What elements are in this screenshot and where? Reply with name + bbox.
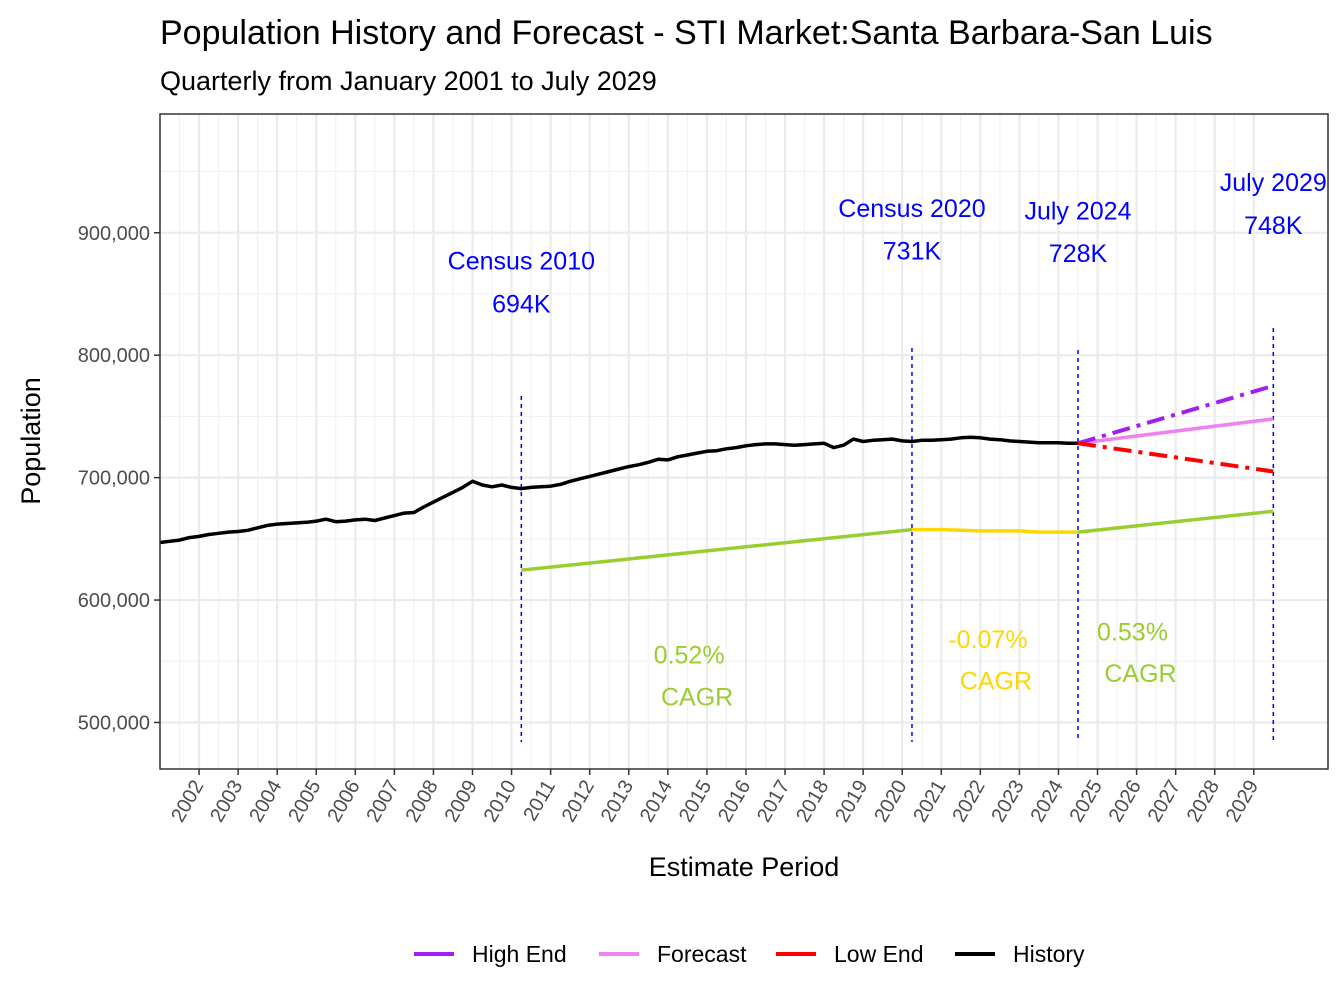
x-tick-label: 2017 [753,777,794,827]
legend: High End Forecast Low End History [414,941,1085,967]
x-tick-label: 2026 [1105,777,1146,827]
x-tick-label: 2010 [480,777,521,827]
x-tick-label: 2028 [1183,777,1224,827]
gridlines [160,114,1328,769]
legend-label: High End [472,941,567,967]
x-tick-label: 2014 [636,777,677,827]
x-tick-label: 2009 [441,777,482,827]
series-line-forecast [1077,417,1274,446]
annotation-label: July 2029 [1220,169,1327,197]
series-line-low-end [1077,441,1274,474]
legend-label: Forecast [657,941,747,967]
x-tick-label: 2011 [519,777,560,825]
x-tick-label: 2003 [206,777,247,827]
series-lines [159,383,1274,572]
cagr-percent: -0.07% [948,626,1027,654]
y-tick-label: 600,000 [78,590,150,612]
x-tick-label: 2012 [558,777,599,827]
series-line-cagr-2024-2029 [1077,509,1274,534]
legend-label: Low End [834,941,924,967]
x-tick-label: 2006 [323,777,364,827]
series-line-cagr-2020-2024 [912,527,1078,534]
x-tick-label: 2013 [597,777,638,827]
x-tick-label: 2002 [167,777,208,827]
x-tick-label: 2025 [1066,777,1107,827]
x-tick-label: 2004 [245,777,286,827]
x-tick-label: 2023 [987,777,1028,827]
cagr-word: CAGR [661,683,733,711]
y-axis-label: Population [16,377,46,505]
annotation-label: Census 2020 [838,195,985,223]
x-tick-label: 2007 [362,777,403,827]
cagr-word: CAGR [1104,660,1176,688]
annotation-label: Census 2010 [448,247,595,275]
x-tick-label: 2018 [792,777,833,827]
y-tick-label: 900,000 [78,223,150,245]
x-tick-label: 2019 [831,777,872,827]
series-line-history [159,435,1078,545]
y-axis-ticks: 500,000 600,000 700,000 800,000 900,000 [78,223,160,734]
x-tick-label: 2027 [1144,777,1185,827]
x-tick-label: 2008 [401,777,442,827]
series-line-high-end [1077,383,1274,446]
annotation-value: 694K [492,290,551,318]
y-tick-label: 500,000 [78,712,150,734]
y-tick-label: 800,000 [78,345,150,367]
annotation-value: 748K [1244,212,1303,240]
plot-border [159,113,1329,770]
cagr-percent: 0.52% [654,642,725,670]
x-tick-label: 2024 [1026,777,1067,827]
annotation-value: 731K [883,238,942,266]
x-tick-label: 2021 [909,777,950,827]
cagr-word: CAGR [960,667,1032,695]
series-line-cagr-2010-2020 [521,527,913,572]
x-axis-ticks: 2002200320042005200620072008200920102011… [167,769,1263,826]
reference-lines [520,328,1275,742]
x-tick-label: 2015 [675,777,716,827]
chart-title: Population History and Forecast - STI Ma… [160,14,1213,52]
x-tick-label: 2029 [1222,777,1263,827]
y-tick-label: 700,000 [78,468,150,490]
x-tick-label: 2005 [284,777,325,827]
x-tick-label: 2016 [714,777,755,827]
cagr-percent: 0.53% [1097,618,1168,646]
x-tick-label: 2022 [948,777,989,827]
annotations: Census 2010 694K Census 2020 731K July 2024 7… [448,169,1327,711]
annotation-label: July 2024 [1024,197,1131,225]
x-axis-label: Estimate Period [649,852,840,882]
chart-subtitle: Quarterly from January 2001 to July 2029 [160,66,657,96]
x-tick-label: 2020 [870,777,911,827]
annotation-value: 728K [1049,240,1108,268]
legend-label: History [1013,941,1085,967]
